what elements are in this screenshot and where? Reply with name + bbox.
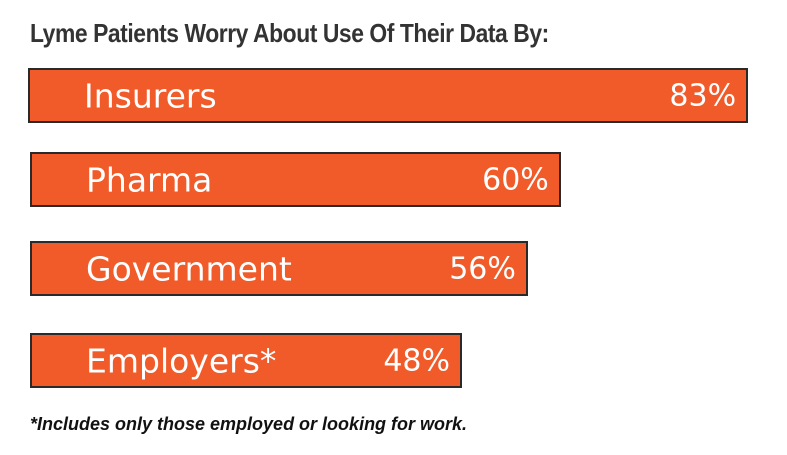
bar-value-label: 56% <box>449 251 516 286</box>
chart-title: Lyme Patients Worry About Use Of Their D… <box>30 18 549 48</box>
bar-label: Employers* <box>86 341 277 380</box>
bar-insurers: Insurers 83% <box>28 68 749 123</box>
bar-label: Pharma <box>86 160 213 199</box>
footnote: *Includes only those employed or looking… <box>30 414 468 434</box>
bar-pharma: Pharma 60% <box>30 152 561 207</box>
bar-government: Government 56% <box>30 241 528 296</box>
bar-value-label: 83% <box>669 78 737 113</box>
bar-label: Government <box>86 249 292 288</box>
bar-value-label: 60% <box>482 162 549 197</box>
bar-value-label: 48% <box>383 343 451 378</box>
bar-label: Insurers <box>84 76 217 115</box>
bar-employers: Employers* 48% <box>30 333 463 388</box>
